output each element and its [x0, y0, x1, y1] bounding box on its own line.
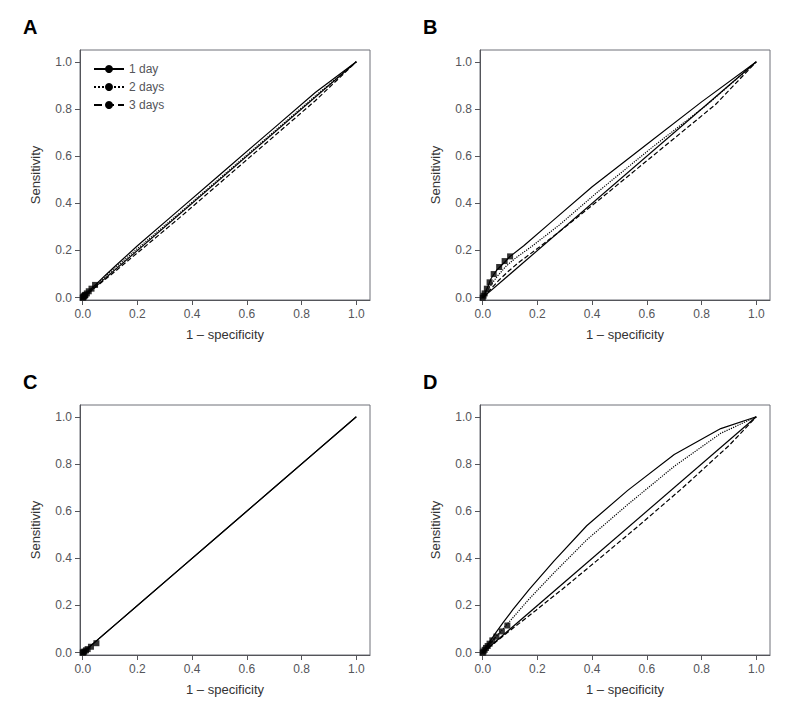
svg-text:C: C: [23, 371, 37, 393]
svg-text:0.4: 0.4: [184, 307, 201, 321]
svg-text:0.6: 0.6: [55, 504, 72, 518]
svg-text:D: D: [423, 371, 437, 393]
svg-text:Sensitivity: Sensitivity: [428, 500, 443, 559]
svg-text:2 days: 2 days: [129, 80, 164, 94]
svg-text:0.0: 0.0: [474, 307, 491, 321]
svg-text:0.2: 0.2: [55, 598, 72, 612]
svg-text:0.6: 0.6: [239, 662, 256, 676]
svg-text:0.2: 0.2: [455, 598, 472, 612]
svg-text:A: A: [23, 16, 37, 38]
svg-text:0.8: 0.8: [693, 662, 710, 676]
svg-text:0.8: 0.8: [55, 457, 72, 471]
svg-text:0.8: 0.8: [455, 102, 472, 116]
svg-text:Sensitivity: Sensitivity: [428, 145, 443, 204]
svg-text:3 days: 3 days: [129, 98, 164, 112]
svg-text:0.4: 0.4: [55, 196, 72, 210]
svg-text:1 – specificity: 1 – specificity: [586, 327, 665, 342]
svg-text:1.0: 1.0: [55, 55, 72, 69]
svg-text:1 – specificity: 1 – specificity: [586, 682, 665, 697]
svg-text:0.6: 0.6: [55, 149, 72, 163]
svg-text:0.4: 0.4: [584, 662, 601, 676]
svg-text:0.6: 0.6: [639, 662, 656, 676]
svg-text:1.0: 1.0: [455, 55, 472, 69]
svg-text:0.4: 0.4: [455, 551, 472, 565]
svg-text:0.0: 0.0: [55, 646, 72, 660]
svg-text:0.0: 0.0: [55, 291, 72, 305]
svg-text:1.0: 1.0: [348, 662, 365, 676]
svg-text:1 day: 1 day: [129, 62, 158, 76]
svg-text:1.0: 1.0: [455, 410, 472, 424]
svg-text:Sensitivity: Sensitivity: [28, 145, 43, 204]
svg-text:0.8: 0.8: [293, 307, 310, 321]
svg-text:1 – specificity: 1 – specificity: [186, 327, 265, 342]
svg-text:1 – specificity: 1 – specificity: [186, 682, 265, 697]
svg-text:0.4: 0.4: [584, 307, 601, 321]
svg-text:1.0: 1.0: [748, 307, 765, 321]
svg-text:0.6: 0.6: [455, 504, 472, 518]
svg-text:0.8: 0.8: [55, 102, 72, 116]
svg-text:0.2: 0.2: [55, 243, 72, 257]
svg-text:0.4: 0.4: [455, 196, 472, 210]
svg-text:0.4: 0.4: [184, 662, 201, 676]
svg-text:0.6: 0.6: [639, 307, 656, 321]
svg-text:0.2: 0.2: [529, 307, 546, 321]
svg-text:0.4: 0.4: [55, 551, 72, 565]
svg-text:0.2: 0.2: [129, 307, 146, 321]
svg-text:0.0: 0.0: [74, 662, 91, 676]
svg-text:0.0: 0.0: [455, 291, 472, 305]
svg-text:Sensitivity: Sensitivity: [28, 500, 43, 559]
svg-text:0.2: 0.2: [455, 243, 472, 257]
svg-text:0.8: 0.8: [293, 662, 310, 676]
svg-text:0.6: 0.6: [239, 307, 256, 321]
svg-text:0.0: 0.0: [74, 307, 91, 321]
svg-text:0.6: 0.6: [455, 149, 472, 163]
svg-text:0.8: 0.8: [693, 307, 710, 321]
svg-text:1.0: 1.0: [748, 662, 765, 676]
svg-text:0.2: 0.2: [529, 662, 546, 676]
svg-text:0.0: 0.0: [455, 646, 472, 660]
svg-text:B: B: [423, 16, 437, 38]
svg-text:0.8: 0.8: [455, 457, 472, 471]
svg-text:1.0: 1.0: [348, 307, 365, 321]
svg-text:1.0: 1.0: [55, 410, 72, 424]
svg-text:0.0: 0.0: [474, 662, 491, 676]
svg-text:0.2: 0.2: [129, 662, 146, 676]
